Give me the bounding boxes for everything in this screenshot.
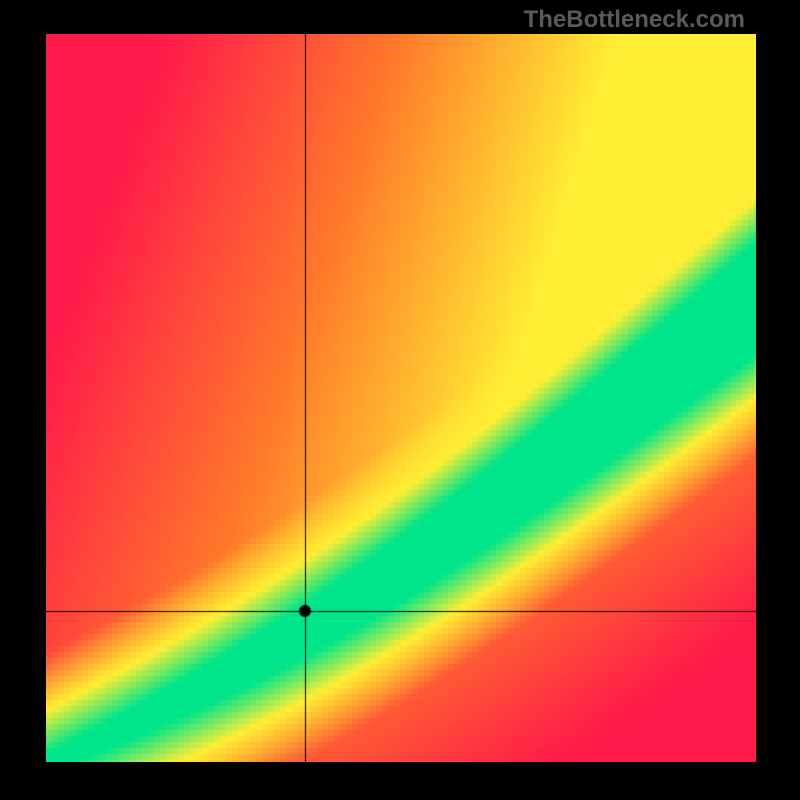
- watermark-text: TheBottleneck.com: [524, 6, 745, 34]
- bottleneck-heatmap: [46, 34, 756, 762]
- chart-container: TheBottleneck.com: [0, 0, 800, 800]
